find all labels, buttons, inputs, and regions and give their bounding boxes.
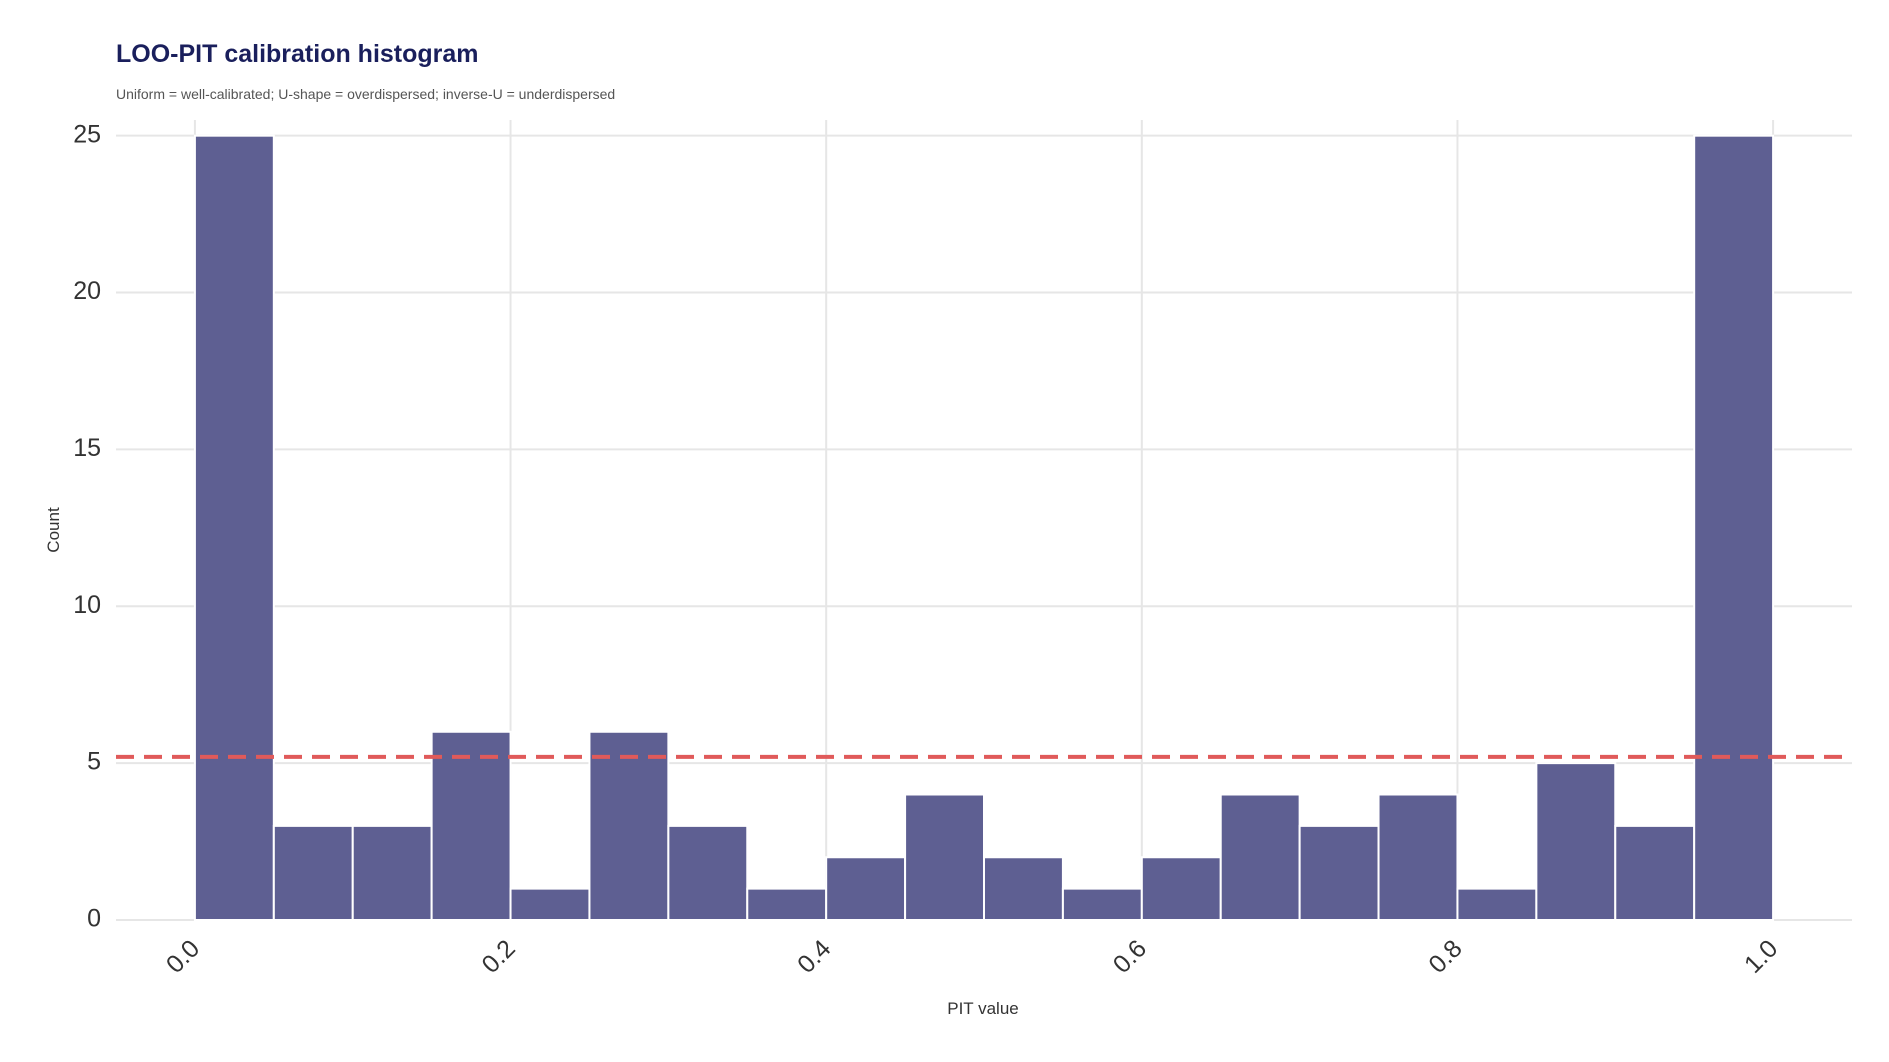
histogram-bar [1140, 856, 1222, 921]
histogram-bar [430, 730, 512, 921]
histogram-bar [667, 824, 749, 921]
histogram-bar [351, 824, 433, 921]
y-tick-label: 20 [73, 277, 101, 305]
histogram-bars [193, 134, 1775, 922]
y-tick-label: 25 [73, 120, 101, 148]
histogram-bar [1614, 824, 1696, 921]
histogram-bar [1298, 824, 1380, 921]
histogram-bar [193, 134, 275, 921]
x-tick-label: 0.4 [792, 934, 836, 978]
histogram-bar [904, 793, 985, 922]
x-tick-label: 1.0 [1739, 934, 1783, 978]
histogram-bar [1456, 887, 1538, 921]
histogram-bar [1693, 134, 1775, 921]
histogram-bar [588, 730, 670, 921]
chart-subtitle: Uniform = well-calibrated; U-shape = ove… [116, 86, 616, 102]
y-axis-ticks: 0 5 10 15 20 25 [73, 120, 101, 932]
histogram-bar [746, 887, 828, 921]
x-tick-label: 0.2 [476, 934, 520, 978]
y-tick-label: 5 [87, 748, 101, 776]
y-tick-label: 10 [73, 591, 101, 619]
x-axis-ticks: 0.0 0.2 0.4 0.6 0.8 1.0 [161, 934, 1784, 978]
x-tick-label: 0.0 [161, 934, 205, 978]
histogram-bar [825, 856, 907, 921]
x-tick-label: 0.8 [1423, 934, 1467, 978]
y-tick-label: 0 [87, 905, 101, 933]
x-tick-label: 0.6 [1108, 934, 1152, 978]
x-axis-label: PIT value [947, 999, 1019, 1018]
y-tick-label: 15 [73, 434, 101, 462]
histogram-bar [1377, 793, 1459, 922]
histogram-bar [1219, 793, 1301, 922]
chart-title: LOO-PIT calibration histogram [116, 40, 479, 68]
histogram-bar [1061, 887, 1143, 921]
histogram-bar [272, 824, 354, 921]
histogram-bar [983, 856, 1064, 921]
histogram-bar [509, 887, 591, 921]
y-axis-label: Count [44, 507, 63, 553]
histogram-bar [1535, 762, 1617, 922]
